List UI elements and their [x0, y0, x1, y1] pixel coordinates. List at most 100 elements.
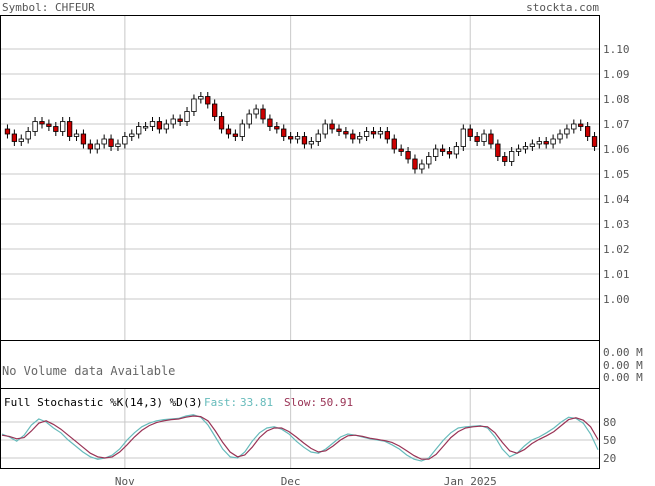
- candle-body: [239, 123, 245, 137]
- candle: [543, 137, 549, 149]
- candle-body: [149, 121, 156, 127]
- candle-body: [405, 151, 411, 160]
- candle: [53, 122, 59, 136]
- candle: [350, 129, 356, 144]
- candle-body: [350, 133, 356, 140]
- candle: [315, 129, 321, 146]
- candle: [433, 144, 439, 161]
- candle: [336, 124, 342, 136]
- candle-body: [502, 156, 508, 162]
- candle: [426, 152, 432, 169]
- candle-body: [73, 133, 80, 137]
- candle-body: [156, 121, 163, 130]
- candle-body: [94, 143, 100, 150]
- candle: [584, 122, 591, 141]
- candle-body: [515, 148, 522, 152]
- volume-tick-2: 0.00 M: [603, 359, 643, 372]
- candle: [412, 154, 418, 174]
- symbol-label: Symbol: CHFEUR: [2, 1, 95, 14]
- volume-panel: [0, 340, 600, 389]
- price-tick-label: 1.07: [603, 118, 630, 131]
- candle-body: [571, 123, 577, 130]
- candle: [32, 117, 38, 136]
- candle: [122, 132, 128, 149]
- candle-body: [212, 103, 218, 117]
- volume-tick-1: 0.00 M: [603, 346, 643, 359]
- candle: [218, 112, 225, 134]
- candle-body: [163, 123, 169, 130]
- candle-body: [384, 131, 390, 140]
- candle: [294, 132, 301, 144]
- date-tick-label: Nov: [115, 475, 135, 486]
- candle-body: [529, 143, 536, 147]
- candle: [329, 119, 335, 134]
- stochastic-tick-label: 20: [603, 452, 616, 465]
- candle-body: [474, 136, 480, 142]
- candle-body: [136, 126, 142, 135]
- candle: [357, 132, 363, 144]
- stochastic-fast-line: [1, 414, 599, 462]
- candle-body: [60, 121, 66, 132]
- candle-body: [191, 98, 197, 112]
- candle: [198, 92, 204, 104]
- candle-body: [108, 138, 114, 147]
- candle-body: [557, 133, 563, 140]
- candle: [246, 109, 252, 129]
- candle: [149, 117, 156, 131]
- price-tick-label: 1.01: [603, 268, 630, 281]
- candle-body: [426, 156, 432, 165]
- candle: [281, 124, 287, 141]
- candle: [591, 132, 598, 151]
- price-tick-label: 1.00: [603, 293, 630, 306]
- candle-body: [412, 158, 418, 170]
- candle: [101, 134, 107, 149]
- candle-body: [170, 118, 176, 125]
- candle: [446, 147, 453, 159]
- candle-body: [80, 133, 87, 145]
- candle: [370, 127, 377, 139]
- price-tick-label: 1.02: [603, 243, 630, 256]
- candle-body: [550, 138, 556, 145]
- candles: [4, 92, 598, 174]
- candle: [398, 144, 404, 156]
- candle-body: [11, 133, 18, 142]
- candle-body: [495, 143, 501, 157]
- candle-body: [543, 141, 549, 145]
- candle: [177, 114, 183, 126]
- candle-body: [322, 123, 328, 135]
- candle: [18, 134, 24, 146]
- candle-body: [301, 136, 308, 145]
- candle-body: [584, 126, 591, 137]
- candle-body: [253, 108, 259, 115]
- stochastic-title: Full Stochastic %K(14,3) %D(3): [4, 396, 203, 409]
- candle: [529, 139, 536, 151]
- candle: [564, 124, 570, 139]
- candle-body: [460, 128, 466, 147]
- candle-body: [446, 151, 453, 155]
- candle: [550, 134, 556, 149]
- stochastic-slow-line: [1, 415, 599, 460]
- price-grid: [1, 16, 599, 340]
- candle-body: [509, 151, 515, 162]
- candle: [343, 127, 349, 139]
- candle-body: [363, 131, 370, 137]
- price-panel: [0, 15, 600, 341]
- candle: [509, 147, 515, 166]
- candle-body: [287, 136, 294, 140]
- candle: [322, 119, 328, 139]
- candle-body: [53, 126, 59, 132]
- candle-body: [66, 121, 73, 137]
- candle-body: [433, 148, 439, 157]
- volume-note: No Volume data Available: [2, 364, 175, 378]
- candle: [253, 104, 259, 119]
- candle: [225, 124, 232, 139]
- candle-body: [536, 141, 542, 145]
- candle: [453, 142, 460, 159]
- price-tick-label: 1.06: [603, 143, 630, 156]
- candle: [129, 129, 135, 141]
- candle: [46, 119, 52, 131]
- candle-body: [522, 146, 529, 150]
- candle: [578, 119, 584, 131]
